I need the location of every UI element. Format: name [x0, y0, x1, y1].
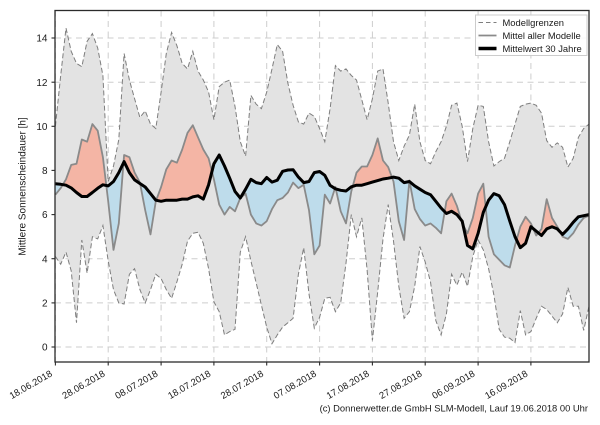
svg-text:Mittelwert 30 Jahre: Mittelwert 30 Jahre	[503, 43, 582, 54]
svg-text:6: 6	[42, 210, 48, 221]
svg-text:Modellgrenzen: Modellgrenzen	[503, 17, 565, 28]
svg-text:(c) Donnerwetter.de GmbH SLM-M: (c) Donnerwetter.de GmbH SLM-Modell, Lau…	[320, 403, 588, 414]
svg-text:14: 14	[36, 34, 48, 45]
svg-text:8: 8	[42, 166, 48, 177]
svg-text:10: 10	[36, 122, 48, 133]
svg-text:0: 0	[42, 343, 48, 354]
svg-text:2: 2	[42, 299, 48, 310]
svg-text:12: 12	[36, 78, 48, 89]
svg-text:Mittel aller Modelle: Mittel aller Modelle	[503, 30, 581, 41]
svg-text:Mittlere Sonnenscheindauer [h]: Mittlere Sonnenscheindauer [h]	[18, 117, 29, 256]
svg-text:4: 4	[42, 254, 48, 265]
